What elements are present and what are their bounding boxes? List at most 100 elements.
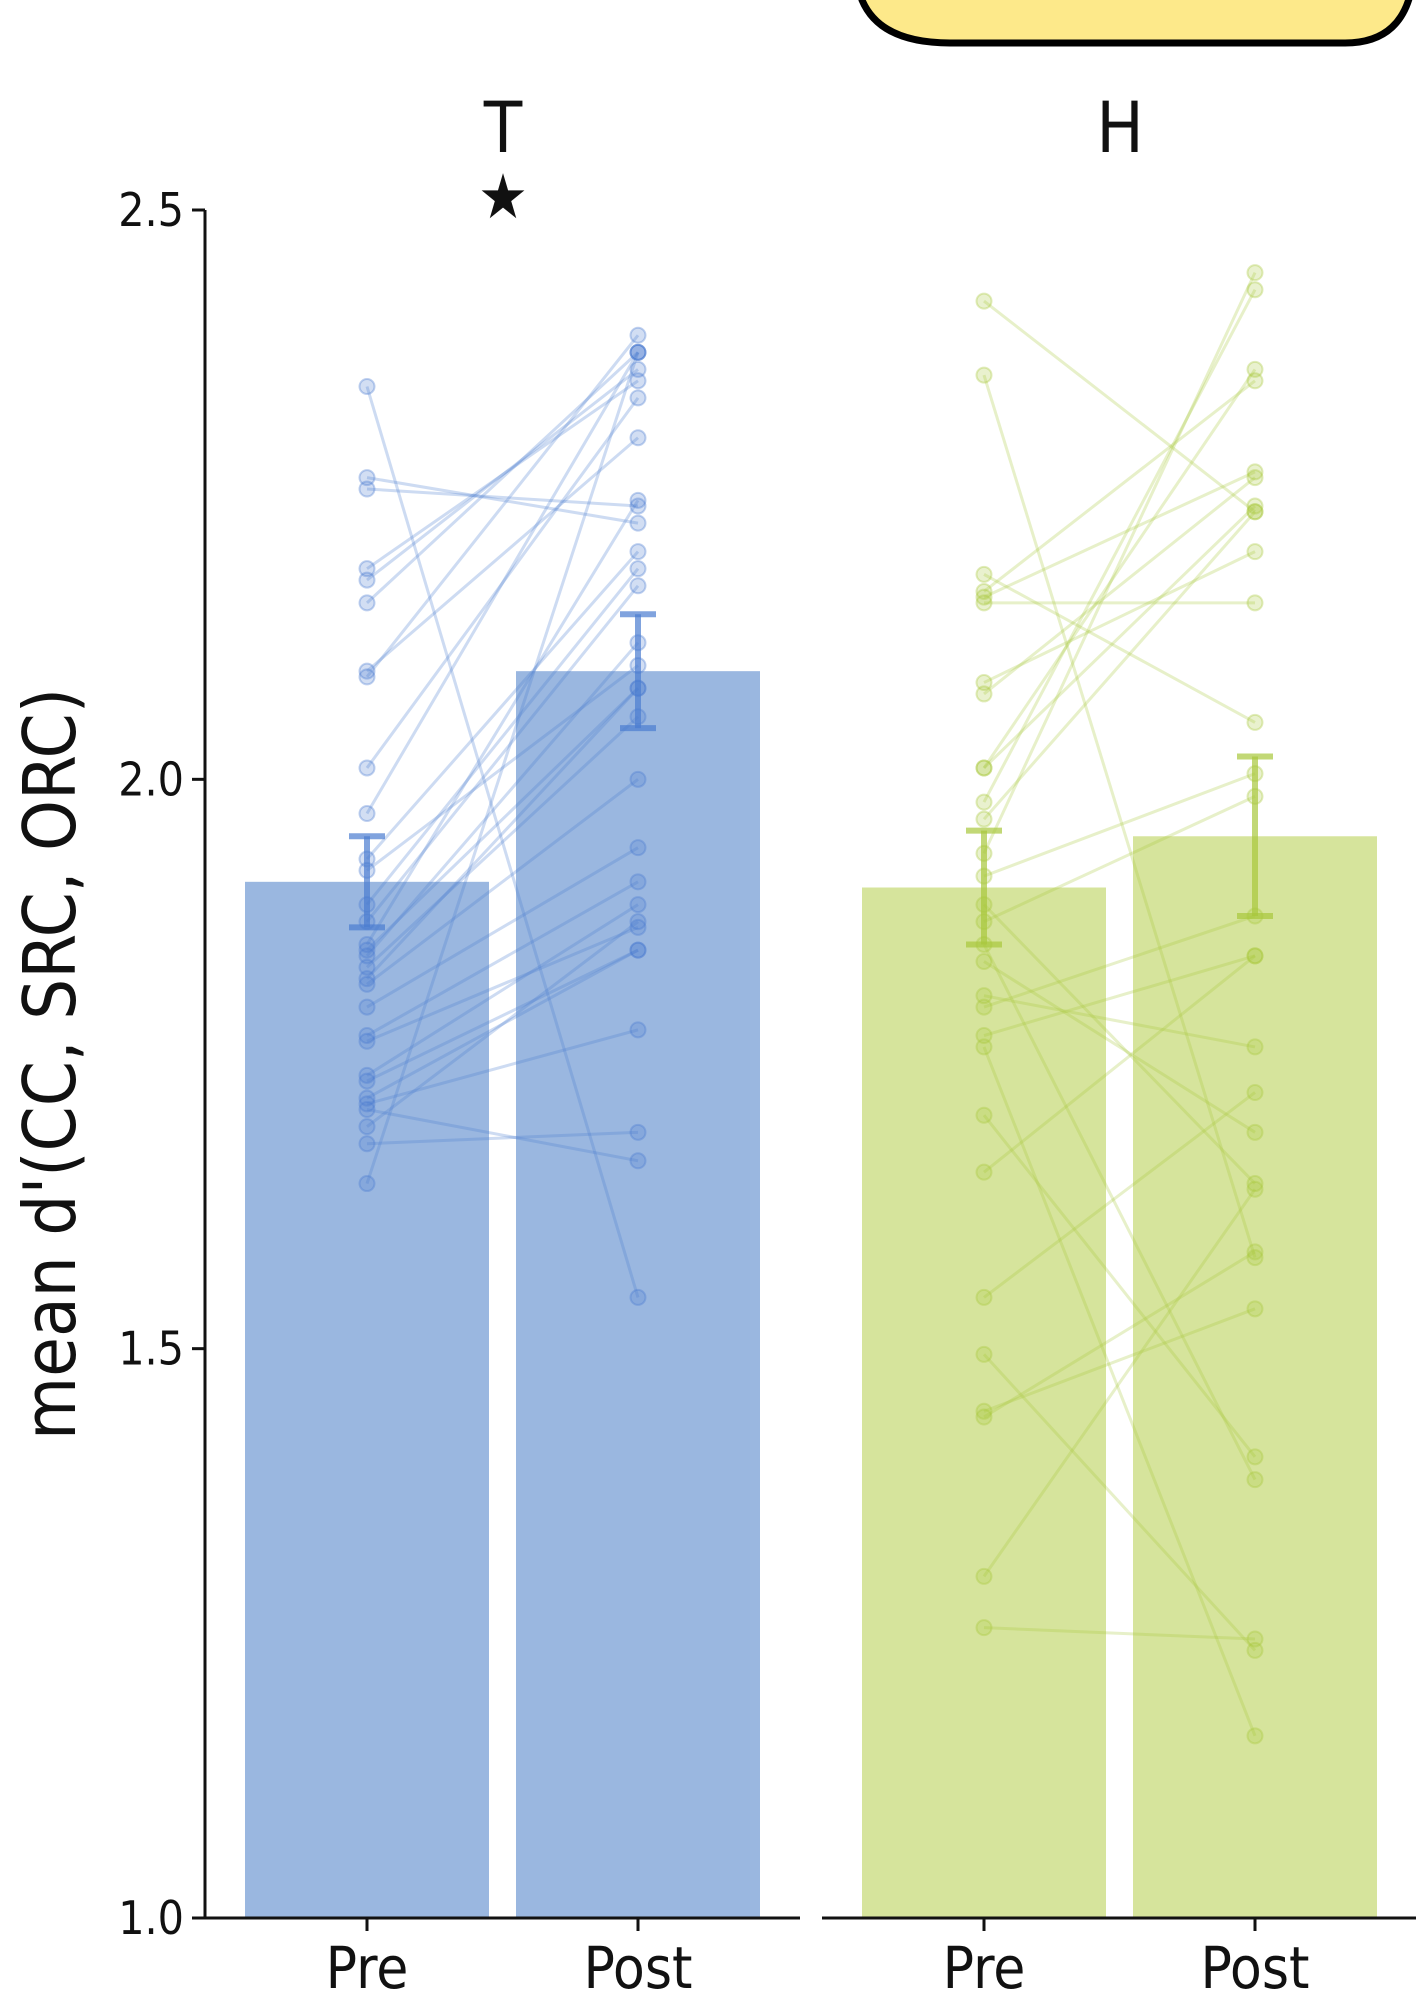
y-axis: 1.0 1.5 2.0 2.5 xyxy=(118,183,207,1945)
panel-h-point-post xyxy=(1246,594,1264,612)
panel-h-subject-line xyxy=(983,1626,1256,1641)
panel-h-point-post xyxy=(1246,372,1264,390)
pairs-layer xyxy=(365,271,1257,1737)
panel-h-point-pre xyxy=(975,1027,993,1045)
x-tick-label-post: Post xyxy=(584,1934,693,1994)
panel-h-point-post xyxy=(1246,713,1264,731)
panel-h-subject-line xyxy=(982,1188,1257,1578)
y-tick-label: 1.5 xyxy=(118,1322,184,1376)
panel-t-subject-line xyxy=(365,687,640,952)
panel-t-point-pre xyxy=(358,571,376,589)
panel-h-subject-line xyxy=(982,510,1257,821)
panel-t-errorbar-post xyxy=(620,611,656,732)
panel-t-point-post xyxy=(629,1288,647,1306)
errorbars-layer xyxy=(349,611,1273,948)
panel-h-point-pre xyxy=(975,582,993,600)
panel-h-point-post xyxy=(1246,1243,1264,1261)
panel-h-subject-line xyxy=(982,903,1257,1185)
panel-t-subject-line xyxy=(365,641,640,957)
panel-t-point-pre xyxy=(358,480,376,498)
y-axis-label: mean d'(CC, SRC, ORC) xyxy=(8,688,92,1440)
panel-h-point-post xyxy=(1246,1038,1264,1056)
panel-t-point-pre xyxy=(358,947,376,965)
panel-h-point-post xyxy=(1246,1180,1264,1198)
panel-h-point-post xyxy=(1246,1249,1264,1267)
panel-t-point-post xyxy=(629,577,647,595)
panel-t-point-post xyxy=(629,543,647,561)
panel-h-point-post xyxy=(1246,264,1264,282)
panel-t-title: T xyxy=(483,87,523,169)
panel-t-point-post xyxy=(629,360,647,378)
panel-h-subject-line xyxy=(983,1307,1256,1413)
panel-t-point-pre xyxy=(358,970,376,988)
panel-titles: T★ H xyxy=(478,87,1144,233)
panel-h-subject-line xyxy=(982,368,1257,769)
panel-h-point-pre xyxy=(975,685,993,703)
panel-h-point-post xyxy=(1246,1123,1264,1141)
panel-h-point-pre xyxy=(975,1038,993,1056)
panel-h-subject-line xyxy=(983,476,1256,696)
panel-h-subject-line xyxy=(983,299,1256,513)
panel-t-point-pre xyxy=(358,1175,376,1193)
panel-h-subject-line xyxy=(983,960,1256,1134)
panel-t-subject-line xyxy=(366,436,639,673)
panel-t-subject-line xyxy=(366,925,639,1043)
panel-h-point-pre xyxy=(975,1402,993,1420)
panel-h-point-post xyxy=(1246,281,1264,299)
panel-h-point-post xyxy=(1246,463,1264,481)
panel-t-subject-line xyxy=(366,1130,639,1146)
panel-h-point-post xyxy=(1246,947,1264,965)
panel-t-point-post xyxy=(629,918,647,936)
panel-h-subject-line xyxy=(983,795,1256,924)
panel-t-subject-line xyxy=(365,499,640,946)
panel-t-subject-line xyxy=(365,386,640,1298)
panel-t-point-post xyxy=(629,873,647,891)
panel-h-subject-line xyxy=(983,1091,1256,1299)
panel-t-subject-line xyxy=(365,351,640,604)
panel-h-errorbar-pre xyxy=(966,827,1002,948)
panel-t-subject-line xyxy=(366,379,639,570)
panel-h-subject-line xyxy=(983,954,1256,1037)
panel-h-subject-line xyxy=(982,504,1257,770)
panel-t-point-post xyxy=(629,1021,647,1039)
panel-t-subject-line xyxy=(366,487,639,508)
y-tick-label: 2.5 xyxy=(118,183,184,237)
panel-t-subject-line xyxy=(365,351,640,815)
panel-t-point-pre xyxy=(358,759,376,777)
panel-t-point-pre xyxy=(358,1095,376,1113)
legend-tag-shape xyxy=(858,0,1413,47)
panel-t-subject-line xyxy=(365,396,640,769)
points-layer xyxy=(358,264,1264,1745)
panel-t-subject-line xyxy=(366,1028,639,1106)
panel-h-point-pre xyxy=(975,1619,993,1637)
panel-h-subject-line xyxy=(982,943,1257,1481)
x-tick-label-pre: Pre xyxy=(943,1934,1026,1994)
panel-h-point-pre xyxy=(975,759,993,777)
panel-h-subject-line xyxy=(982,1353,1257,1652)
panel-h-point-pre xyxy=(975,292,993,310)
panel-h-point-post xyxy=(1246,469,1264,487)
panel-h-point-pre xyxy=(975,1163,993,1181)
panel-t-point-pre xyxy=(358,958,376,976)
panel-h-point-post xyxy=(1246,947,1264,965)
panel-t-point-post xyxy=(629,372,647,390)
panel-h-point-pre xyxy=(975,1567,993,1585)
panel-t-point-post xyxy=(629,429,647,447)
panel-t-point-pre xyxy=(358,1032,376,1050)
x-tick-label-post: Post xyxy=(1201,1934,1310,1994)
panel-h-point-post xyxy=(1246,1641,1264,1659)
panel-h-subject-line xyxy=(983,1250,1256,1419)
panel-t-subject-line xyxy=(366,476,639,525)
panel-t-point-post xyxy=(629,941,647,959)
panel-t-point-post xyxy=(629,491,647,509)
panel-h-point-post xyxy=(1246,1083,1264,1101)
panel-h-point-post xyxy=(1246,1175,1264,1193)
panel-h-title: H xyxy=(1096,87,1143,169)
panel-t-point-pre xyxy=(358,1027,376,1045)
panel-t-subject-line xyxy=(365,334,640,678)
panel-t-point-post xyxy=(629,1152,647,1170)
panel-h-subject-line xyxy=(983,573,1256,724)
panel-h-point-pre xyxy=(975,594,993,612)
panel-h-point-pre xyxy=(975,1408,993,1426)
panel-h-point-pre xyxy=(975,953,993,971)
